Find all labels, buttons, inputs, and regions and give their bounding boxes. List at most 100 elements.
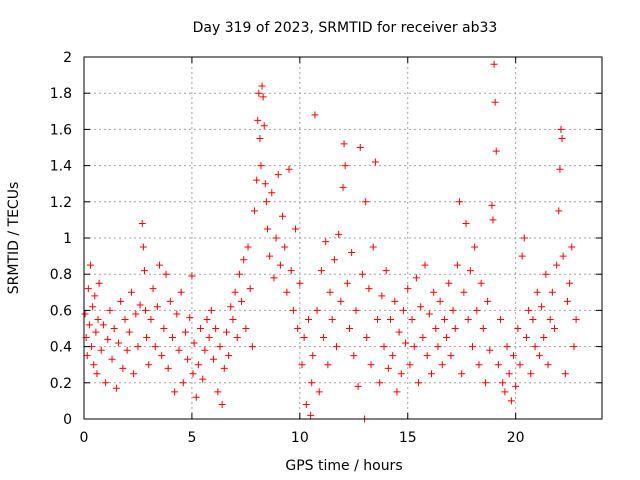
data-point (489, 216, 497, 224)
data-point (415, 379, 423, 387)
data-point (484, 297, 492, 305)
data-point (184, 355, 192, 363)
y-tick-label: 0.8 (50, 267, 72, 283)
data-point (119, 364, 127, 372)
data-point (570, 343, 578, 351)
data-point (363, 334, 371, 342)
data-point (177, 288, 185, 296)
data-point (384, 364, 392, 372)
data-point (369, 243, 377, 251)
data-point (300, 334, 308, 342)
data-point (542, 270, 550, 278)
data-point (285, 165, 293, 173)
data-point (389, 352, 397, 360)
data-point (443, 334, 451, 342)
x-axis-label: GPS time / hours (285, 458, 402, 474)
data-point (270, 274, 278, 282)
data-point (175, 346, 183, 354)
data-point (91, 292, 99, 300)
data-point (410, 343, 418, 351)
data-point (473, 306, 481, 314)
data-point (391, 297, 399, 305)
data-point (242, 325, 250, 332)
data-point (404, 285, 412, 293)
data-point (171, 388, 179, 396)
data-point (566, 279, 574, 287)
data-point (535, 352, 543, 360)
data-point (548, 288, 556, 296)
data-point (179, 379, 187, 387)
data-point (419, 334, 427, 342)
y-tick-label: 1.2 (50, 195, 72, 211)
data-point (92, 328, 100, 336)
data-point (529, 315, 537, 323)
y-tick-label: 1.8 (50, 86, 72, 102)
data-point (254, 116, 262, 124)
data-point (220, 364, 228, 372)
data-point (464, 315, 472, 323)
data-point (121, 315, 129, 323)
data-point (302, 401, 310, 409)
data-point (84, 285, 92, 293)
data-point (335, 230, 343, 238)
data-point (256, 134, 264, 142)
data-point (518, 252, 526, 260)
data-point (343, 279, 351, 287)
data-point (197, 325, 205, 332)
data-point (477, 279, 485, 287)
data-point (212, 325, 220, 332)
data-point (503, 343, 511, 351)
data-point (164, 364, 172, 372)
data-point (227, 303, 235, 311)
data-point (494, 361, 502, 369)
data-point (253, 176, 261, 184)
data-point (423, 352, 431, 360)
data-point (488, 201, 496, 209)
data-point (158, 352, 166, 360)
data-point (402, 339, 410, 347)
data-point (374, 315, 382, 323)
data-point (546, 315, 554, 323)
data-point (458, 370, 466, 378)
data-point (190, 339, 198, 347)
data-point (512, 382, 520, 390)
data-point (449, 306, 457, 314)
data-point (240, 256, 248, 264)
data-point (218, 401, 226, 409)
data-point (117, 297, 125, 305)
data-point (341, 162, 349, 170)
data-point (255, 89, 263, 97)
data-point (522, 334, 530, 342)
data-point (110, 325, 118, 332)
data-point (189, 370, 197, 378)
data-point (382, 267, 390, 275)
data-point (510, 352, 518, 360)
data-point (181, 328, 189, 336)
data-point (471, 243, 479, 251)
data-point (81, 310, 89, 318)
data-point (324, 361, 332, 369)
data-point (456, 198, 464, 206)
data-point (102, 379, 110, 387)
data-point (89, 303, 97, 311)
data-point (296, 279, 304, 287)
data-point (492, 147, 500, 155)
data-point (274, 171, 282, 179)
data-point (505, 370, 513, 378)
data-point (261, 180, 269, 188)
data-point (462, 220, 470, 228)
data-point (311, 111, 319, 119)
data-point (139, 243, 147, 251)
data-point (160, 325, 168, 332)
data-point (365, 285, 373, 293)
data-point (434, 343, 442, 351)
data-point (238, 297, 246, 305)
data-point (561, 370, 569, 378)
data-point (257, 162, 265, 170)
data-point (294, 325, 302, 332)
data-point (210, 355, 217, 363)
data-point (186, 314, 194, 322)
data-point (544, 361, 552, 369)
data-point (328, 315, 336, 323)
data-point (425, 310, 433, 318)
